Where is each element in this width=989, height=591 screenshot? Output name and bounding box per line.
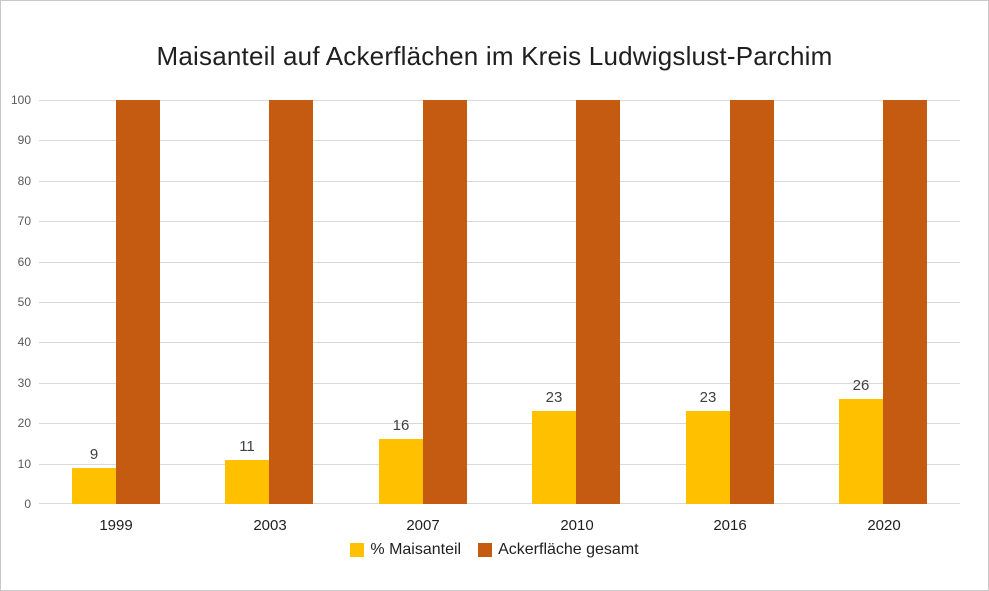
- bar-data-label-maisanteil-2020: 26: [852, 377, 870, 394]
- x-axis-category-label: 2003: [253, 517, 287, 534]
- legend-swatch-maisanteil-icon: [350, 543, 365, 557]
- bar-ackerflaeche-gesamt-2007: [423, 100, 467, 504]
- bar-maisanteil-2020: [839, 399, 883, 504]
- gridline: [39, 423, 960, 424]
- bar-maisanteil-1999: [72, 468, 116, 504]
- y-axis-tick-label: 50: [17, 295, 31, 309]
- y-axis-tick-label: 0: [24, 497, 31, 511]
- legend-label-maisanteil: % Maisanteil: [370, 541, 462, 558]
- gridline: [39, 464, 960, 465]
- x-axis-category-label: 2016: [713, 517, 747, 534]
- y-axis-tick-label: 30: [17, 376, 31, 390]
- legend-label-ackerflaeche-gesamt: Ackerfläche gesamt: [498, 541, 639, 558]
- bar-maisanteil-2003: [225, 460, 269, 504]
- bar-maisanteil-2007: [379, 439, 423, 504]
- bar-ackerflaeche-gesamt-2016: [730, 100, 774, 504]
- x-axis-category-label: 2020: [867, 517, 901, 534]
- bar-ackerflaeche-gesamt-2010: [576, 100, 620, 504]
- y-axis-tick-label: 20: [17, 416, 31, 430]
- x-axis-category-label: 1999: [99, 517, 133, 534]
- bar-maisanteil-2010: [532, 411, 576, 504]
- y-axis-tick-label: 40: [17, 335, 31, 349]
- y-axis-tick-label: 70: [17, 214, 31, 228]
- gridline: [39, 140, 960, 141]
- bar-ackerflaeche-gesamt-1999: [116, 100, 160, 504]
- y-axis-tick-label: 100: [10, 93, 31, 107]
- legend-item-ackerflaeche-gesamt: Ackerfläche gesamt: [478, 541, 639, 559]
- bar-data-label-maisanteil-1999: 9: [89, 446, 99, 463]
- bar-ackerflaeche-gesamt-2020: [883, 100, 927, 504]
- gridline: [39, 100, 960, 101]
- y-axis-tick-label: 90: [17, 133, 31, 147]
- plot-area: 9 1999 11 2003 16 2007 23 2010 23 2016 26 2020: [39, 100, 960, 534]
- bar-maisanteil-2016: [686, 411, 730, 504]
- gridline: [39, 262, 960, 263]
- y-axis-tick-label: 10: [17, 457, 31, 471]
- legend-swatch-ackerflaeche-gesamt-icon: [478, 543, 493, 557]
- legend: % Maisanteil Ackerfläche gesamt: [1, 541, 988, 559]
- bar-data-label-maisanteil-2003: 11: [239, 438, 255, 455]
- bar-data-label-maisanteil-2016: 23: [699, 389, 717, 406]
- bar-ackerflaeche-gesamt-2003: [269, 100, 313, 504]
- gridline: [39, 181, 960, 182]
- gridline: [39, 302, 960, 303]
- gridline: [39, 342, 960, 343]
- legend-item-maisanteil: % Maisanteil: [350, 541, 461, 559]
- y-axis-tick-label: 80: [17, 174, 31, 188]
- x-axis-category-label: 2010: [560, 517, 594, 534]
- gridline: [39, 383, 960, 384]
- x-axis-line: [39, 503, 960, 504]
- y-axis-tick-label: 60: [17, 255, 31, 269]
- bar-data-label-maisanteil-2007: 16: [392, 417, 410, 434]
- x-axis-category-label: 2007: [406, 517, 440, 534]
- chart-title: Maisanteil auf Ackerflächen im Kreis Lud…: [156, 41, 833, 71]
- gridline: [39, 221, 960, 222]
- bar-data-label-maisanteil-2010: 23: [545, 389, 563, 406]
